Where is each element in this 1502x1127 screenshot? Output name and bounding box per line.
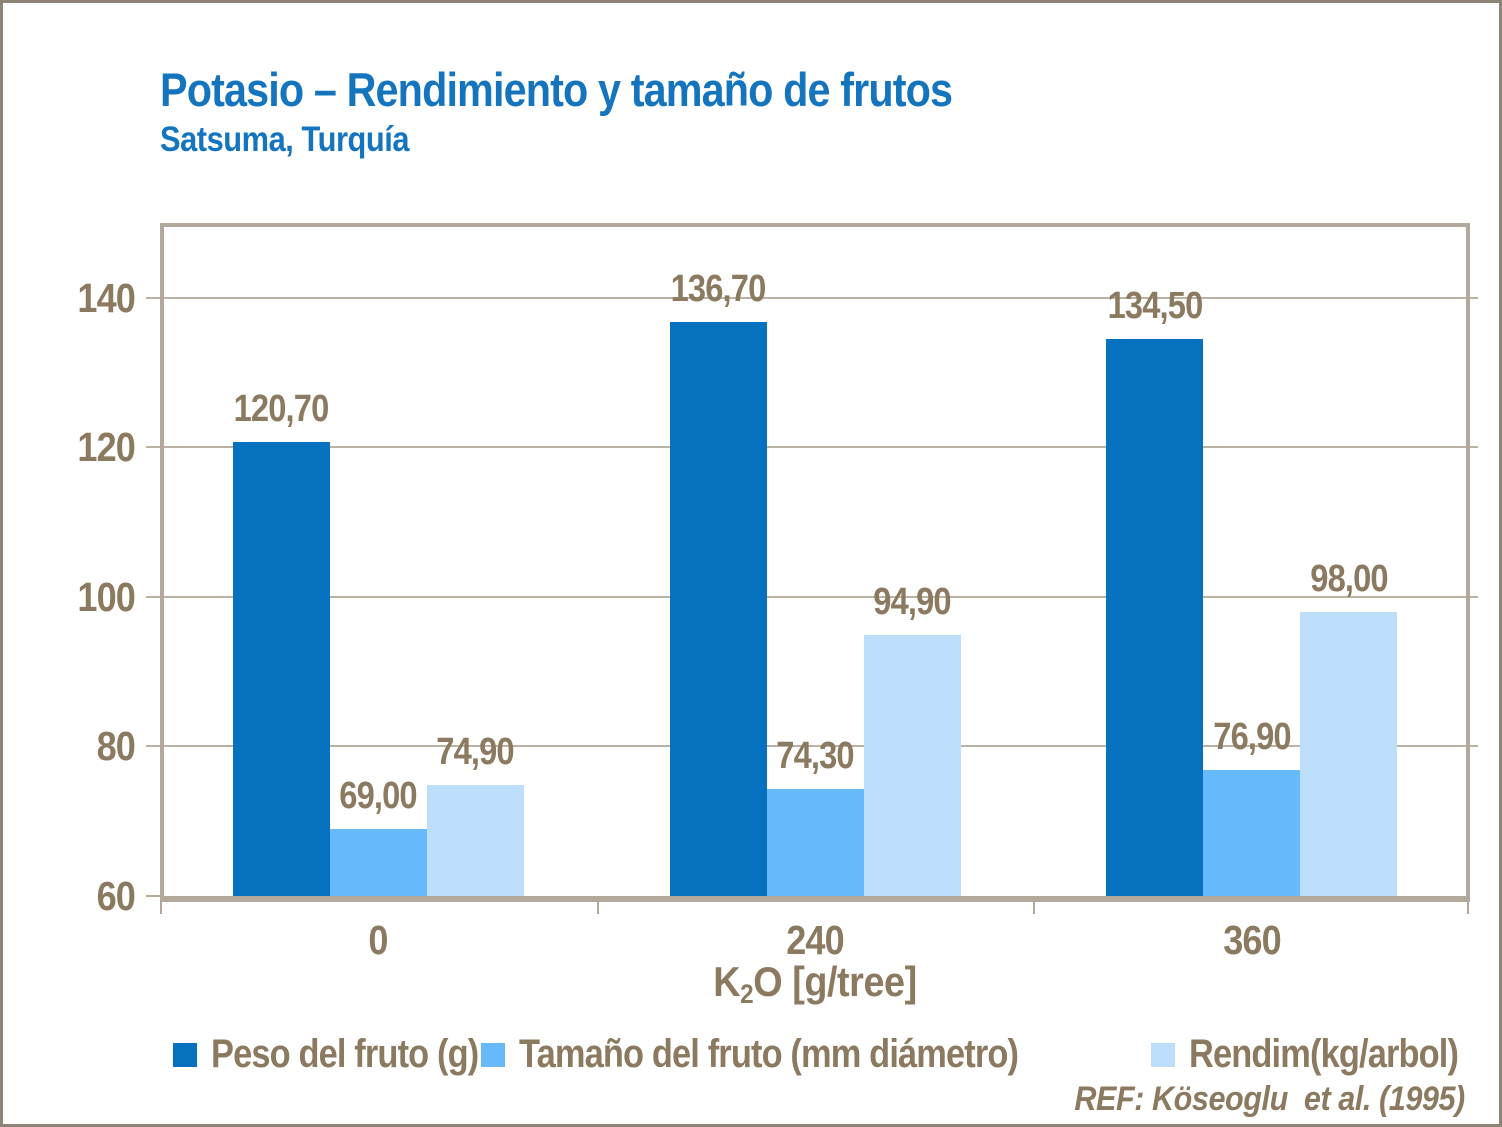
bar-value-label: 120,70: [233, 388, 330, 430]
bar-series2-group2: [766, 789, 864, 896]
y-tick-60: [146, 895, 160, 897]
gridline-80: [146, 745, 1478, 748]
bar-value-label: 74,90: [436, 731, 515, 773]
reference-citation: REF: Köseoglu et al. (1995): [1074, 1080, 1466, 1118]
y-axis-label-140: 140: [77, 274, 135, 321]
y-axis-label-80: 80: [96, 723, 136, 770]
gridline-120: [146, 446, 1478, 449]
bar-series3-group2: [863, 635, 961, 896]
y-axis-label-100: 100: [77, 573, 135, 620]
bar-series1-group2: [669, 322, 767, 896]
bar-value-label: 94,90: [873, 581, 951, 623]
bar-series1-group1: [232, 442, 330, 896]
x-tick-1: [596, 901, 599, 914]
bar-value-label: 74,30: [776, 735, 854, 777]
chart-title: Potasio – Rendimiento y tamaño de frutos: [160, 63, 953, 116]
bar-value-label: 69,00: [339, 775, 418, 817]
bar-value-label: 134,50: [1107, 285, 1203, 327]
bar-value-label: 136,70: [670, 268, 767, 310]
x-axis-title-prefix: K: [713, 958, 741, 1005]
bar-series2-group3: [1203, 770, 1301, 896]
bar-series1-group3: [1106, 339, 1204, 896]
legend-label-series3: Rendim(kg/arbol): [1189, 1032, 1459, 1076]
bar-value-label: 98,00: [1310, 558, 1388, 600]
legend-swatch-series3: [1151, 1043, 1175, 1067]
legend-swatch-series2: [481, 1043, 505, 1067]
gridline-140: [146, 296, 1478, 299]
x-axis-title-subscript: 2: [740, 979, 754, 1009]
x-tick-2: [1033, 901, 1036, 914]
bar-series3-group1: [426, 785, 524, 896]
x-tick-0: [160, 901, 162, 914]
bar-series3-group3: [1300, 612, 1398, 896]
x-axis-label-0: 0: [368, 917, 389, 963]
legend-swatch-series1: [173, 1043, 197, 1067]
gridline-100: [146, 595, 1478, 598]
y-axis-label-120: 120: [77, 424, 135, 471]
x-axis-title-suffix: O [g/tree]: [753, 958, 917, 1005]
x-axis-title: K2O [g/tree]: [713, 958, 917, 1010]
bar-value-label: 76,90: [1213, 716, 1291, 758]
x-axis-label-360: 360: [1222, 917, 1281, 963]
bar-series2-group1: [329, 829, 427, 896]
chart-subtitle: Satsuma, Turquía: [160, 120, 410, 159]
x-tick-3: [1467, 901, 1469, 914]
x-axis-label-240: 240: [786, 917, 844, 963]
legend-label-series2: Tamaño del fruto (mm diámetro): [519, 1032, 1019, 1076]
y-axis-label-60: 60: [96, 873, 136, 919]
legend-label-series1: Peso del fruto (g): [211, 1032, 479, 1076]
